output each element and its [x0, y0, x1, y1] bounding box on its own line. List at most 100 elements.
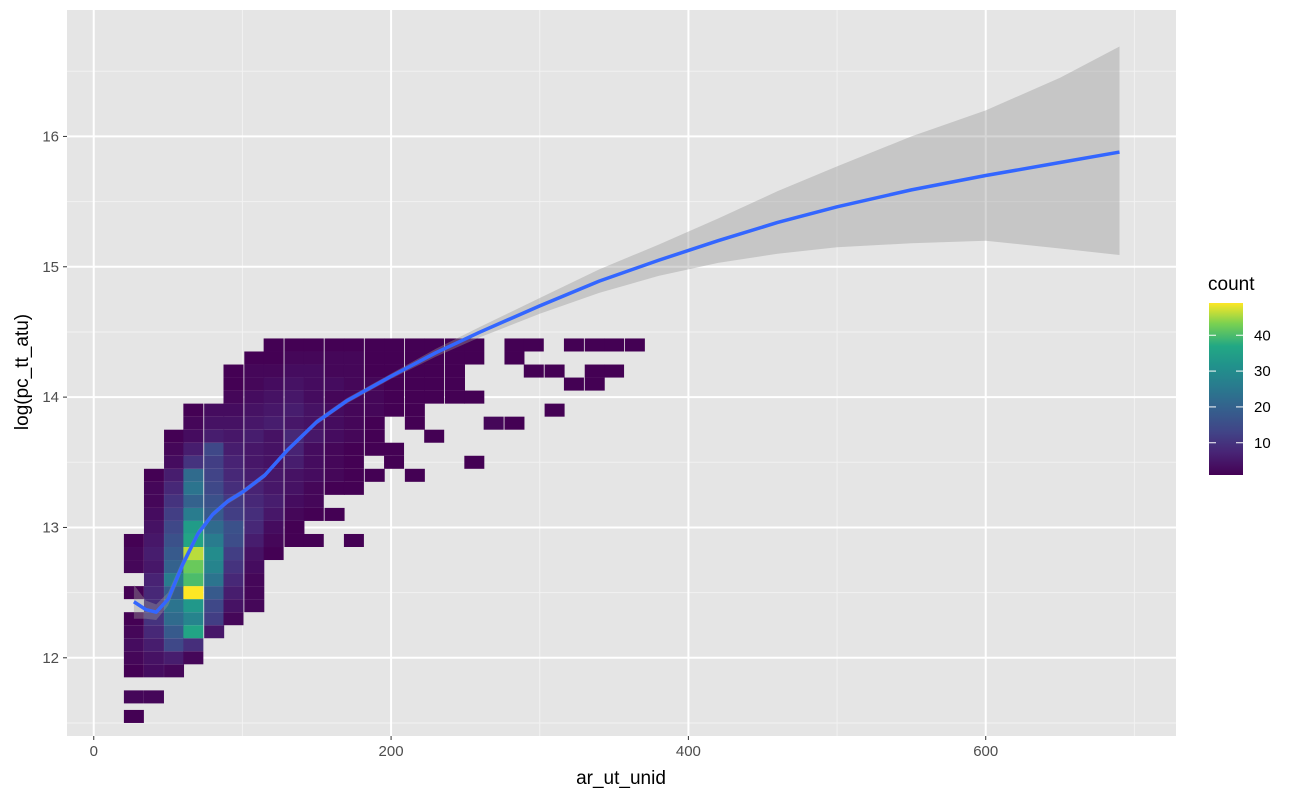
bin-cell [183, 403, 204, 417]
bin-cell [263, 481, 284, 495]
bin-cell [164, 533, 185, 547]
bin-cell [164, 520, 185, 534]
bin-cell [343, 429, 364, 443]
bin-cell [624, 338, 645, 352]
bin-cell [284, 377, 305, 391]
legend-tick-label: 40 [1254, 327, 1271, 344]
bin-cell [263, 520, 284, 534]
bin-cell [303, 468, 324, 482]
bin-cell [324, 442, 345, 456]
bin-cell [183, 560, 204, 574]
bin-cell [284, 481, 305, 495]
axis-ticks: 0 200 400 600 12 13 14 15 16 [42, 128, 998, 760]
bin-cell [263, 416, 284, 430]
bin-cell [123, 625, 144, 639]
bin-cell [204, 429, 225, 443]
bin-cell [244, 351, 265, 365]
bin-cell [343, 533, 364, 547]
bin-cell [284, 364, 305, 378]
bin-cell [404, 390, 425, 404]
bin-cell [284, 403, 305, 417]
bin-cell [445, 390, 465, 404]
bin-cell [204, 468, 225, 482]
bin-cell [164, 494, 185, 508]
bin-cell [123, 651, 144, 665]
bin-cell [343, 377, 364, 391]
bin-cell [223, 364, 244, 378]
x-tick-label: 400 [676, 743, 701, 760]
bin-cell [324, 364, 345, 378]
bin-cell [364, 351, 385, 365]
bin-cell [284, 520, 305, 534]
x-tick-label: 0 [90, 743, 98, 760]
bin-cell [324, 455, 345, 469]
bin-cell [164, 651, 185, 665]
bin-cell [223, 455, 244, 469]
bin-cell [123, 533, 144, 547]
bin-cell [143, 573, 164, 587]
x-tick-label: 200 [379, 743, 404, 760]
bin-cell [424, 377, 445, 391]
bin-cell [364, 364, 385, 378]
bin-cell [143, 638, 164, 652]
x-tick-label: 600 [973, 743, 998, 760]
bin-cell [384, 364, 405, 378]
bin-cell [123, 638, 144, 652]
bin-cell [445, 351, 465, 365]
bin-cell [244, 364, 265, 378]
bin-cell [244, 377, 265, 391]
bin-cell [604, 338, 625, 352]
bin-cell [223, 612, 244, 626]
bin-cell [303, 429, 324, 443]
bin-cell [284, 468, 305, 482]
bin-cell [143, 612, 164, 626]
bin-cell [544, 364, 565, 378]
bin-cell [143, 586, 164, 600]
bin-cell [183, 455, 204, 469]
bin-cell [424, 364, 445, 378]
bin-cell [303, 364, 324, 378]
bin-cell [384, 351, 405, 365]
bin-cell [143, 533, 164, 547]
bin-cell [263, 377, 284, 391]
bin-cell [183, 468, 204, 482]
bin-cell [303, 533, 324, 547]
bin-cell [343, 416, 364, 430]
bin-cell [183, 442, 204, 456]
bin-cell [223, 547, 244, 561]
bin-cell [143, 664, 164, 678]
bin-cell [384, 390, 405, 404]
bin-cell [204, 481, 225, 495]
bin-cell [183, 429, 204, 443]
legend-tick-label: 10 [1254, 435, 1271, 452]
bin-cell [244, 403, 265, 417]
legend-tick-label: 20 [1254, 399, 1271, 416]
bin-cell [284, 351, 305, 365]
bin-cell [164, 625, 185, 639]
bin-cell [343, 455, 364, 469]
bin-cell [384, 377, 405, 391]
bin-cell [183, 599, 204, 613]
bin-cell [464, 390, 485, 404]
bin-cell [284, 338, 305, 352]
bin-cell [364, 442, 385, 456]
bin-cell [143, 468, 164, 482]
bin-cell [324, 429, 345, 443]
bin-cell [183, 586, 204, 600]
bin-cell [223, 507, 244, 521]
bin-cell [204, 586, 225, 600]
bin-cell [343, 364, 364, 378]
bin-cell [244, 494, 265, 508]
bin-cell [404, 338, 425, 352]
bins-layer [123, 338, 645, 723]
bin-cell [303, 403, 324, 417]
bin-cell [504, 416, 525, 430]
bin-cell [263, 533, 284, 547]
bin-cell [204, 625, 225, 639]
bin-cell [343, 338, 364, 352]
bin-cell [445, 377, 465, 391]
bin-cell [424, 390, 445, 404]
bin-cell [324, 416, 345, 430]
bin-cell [584, 338, 605, 352]
